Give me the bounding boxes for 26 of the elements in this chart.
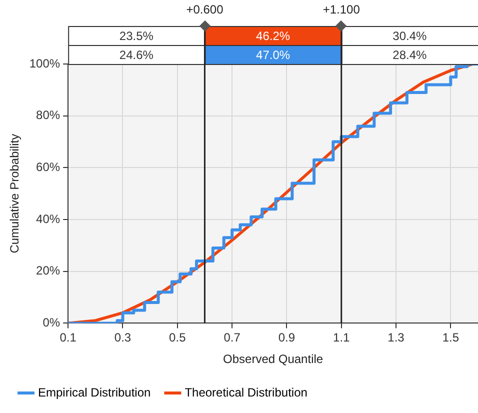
- x-tick-label: 0.5: [169, 330, 186, 345]
- text: 46.2%: [256, 28, 290, 43]
- x-tick-label: 0.9: [278, 330, 296, 345]
- x-tick-label: 1.1: [333, 330, 350, 345]
- text: 47.0%: [256, 48, 290, 62]
- x-tick-label: 0.1: [60, 330, 77, 345]
- y-axis-title: Cumulative Probability: [8, 134, 22, 254]
- x-tick-label: 1.3: [388, 330, 405, 345]
- ref-line-label: +1.100: [322, 2, 360, 16]
- text: 30.4%: [392, 28, 428, 43]
- x-axis-title: Observed Quantile: [223, 352, 324, 366]
- y-tick-label: 20%: [36, 264, 60, 278]
- ref-line-label: +0.600: [186, 2, 224, 16]
- legend-label: Theoretical Distribution: [184, 385, 308, 400]
- y-tick-label: 80%: [36, 108, 60, 122]
- x-tick-label: 1.5: [442, 330, 460, 345]
- y-tick-label: 100%: [29, 56, 60, 70]
- x-tick-label: 0.3: [114, 330, 132, 345]
- y-tick-label: 40%: [36, 212, 60, 226]
- text: 23.5%: [119, 28, 154, 43]
- y-tick-label: 60%: [36, 160, 60, 174]
- legend-label: Empirical Distribution: [38, 385, 151, 400]
- text: 28.4%: [392, 48, 428, 62]
- y-tick-label: 0%: [42, 316, 60, 330]
- x-tick-label: 0.7: [224, 330, 241, 345]
- text: 24.6%: [119, 48, 154, 62]
